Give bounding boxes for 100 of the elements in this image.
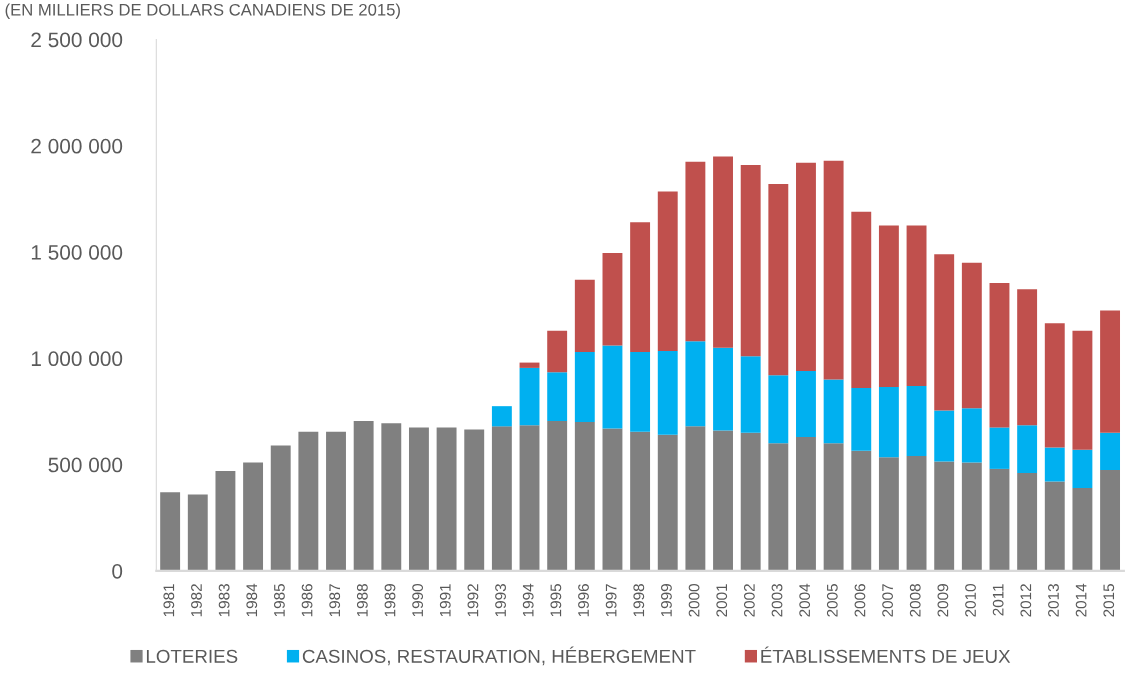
- x-tick-label: 2015: [1103, 584, 1115, 617]
- bar: [160, 492, 181, 571]
- bar: [519, 367, 540, 426]
- bar: [823, 379, 844, 444]
- bar: [961, 408, 982, 463]
- y-tick-label: 1 000 000: [31, 351, 123, 367]
- bar: [851, 450, 872, 571]
- bar: [547, 372, 568, 422]
- bar: [657, 434, 678, 571]
- bar: [574, 279, 595, 352]
- bar: [1017, 425, 1038, 474]
- x-tick-label: 1995: [550, 584, 562, 617]
- x-tick-label: 2013: [1048, 584, 1059, 617]
- bar: [1100, 469, 1121, 571]
- bar: [906, 456, 927, 571]
- bar: [961, 462, 982, 571]
- x-tick-label: 2007: [882, 584, 894, 617]
- x-tick-label: 1993: [495, 584, 506, 617]
- bar: [187, 494, 208, 571]
- x-tick-label: 2001: [716, 584, 728, 617]
- bar: [408, 427, 429, 571]
- y-tick-label: 0: [112, 563, 123, 579]
- bar: [768, 184, 789, 376]
- x-tick-label: 1991: [439, 584, 451, 617]
- y-tick-label: 1 500 000: [31, 245, 123, 260]
- y-tick-label: 2 500 000: [31, 32, 123, 48]
- bar: [685, 161, 706, 342]
- bar: [630, 222, 651, 352]
- bar: [1017, 289, 1038, 426]
- x-tick-label: 2012: [1020, 584, 1032, 617]
- bar: [934, 461, 955, 571]
- bar: [215, 470, 236, 571]
- bar: [906, 225, 927, 386]
- x-tick-label: 1992: [467, 584, 479, 617]
- bar: [934, 410, 955, 462]
- x-tick-label: 1994: [522, 583, 534, 617]
- bar: [1072, 330, 1093, 450]
- x-tick-label: 1982: [191, 584, 202, 617]
- bar: [630, 431, 651, 571]
- bar: [464, 429, 485, 571]
- x-tick-label: 1985: [274, 584, 285, 617]
- bar: [1100, 310, 1121, 433]
- bar: [1044, 323, 1065, 448]
- x-tick-label: 1999: [661, 584, 672, 617]
- x-tick-label: 1983: [218, 584, 230, 617]
- x-tick-label: 2008: [909, 584, 921, 617]
- x-tick-label: 2005: [826, 584, 838, 617]
- bar: [906, 385, 927, 457]
- bar: [602, 345, 623, 429]
- bar: [878, 457, 899, 571]
- bar: [796, 436, 816, 571]
- bar: [823, 443, 844, 571]
- y-tick-label: 2 000 000: [31, 138, 123, 154]
- legend-label: ÉTABLISSEMENTS DE JEUX: [761, 646, 1011, 663]
- bar: [685, 426, 706, 571]
- bar: [1044, 447, 1065, 482]
- bar: [989, 282, 1010, 428]
- bar: [574, 422, 595, 571]
- bar: [878, 225, 899, 388]
- x-tick-label: 1981: [163, 584, 175, 617]
- bar: [740, 356, 761, 433]
- bar: [519, 425, 540, 571]
- bar: [796, 371, 816, 437]
- bar: [353, 421, 374, 571]
- bar: [298, 431, 319, 571]
- y-tick-label: 500 000: [48, 457, 123, 473]
- x-tick-label: 1998: [633, 584, 645, 617]
- bar: [823, 160, 844, 380]
- bar: [574, 351, 595, 423]
- x-tick-label: 1990: [412, 583, 424, 617]
- chart-title: (EN MILLIERS DE DOLLARS CANADIENS DE 2015): [5, 3, 400, 19]
- bar: [713, 430, 733, 571]
- x-tick-label: 2009: [937, 584, 949, 617]
- x-tick-label: 1996: [578, 584, 589, 617]
- bar: [685, 341, 706, 427]
- x-tick-label: 2014: [1075, 583, 1087, 617]
- bar: [713, 347, 733, 431]
- bar: [436, 427, 457, 571]
- x-tick-label: 1986: [301, 584, 313, 617]
- bar: [602, 253, 623, 346]
- bar: [713, 156, 733, 348]
- bar: [491, 426, 512, 571]
- x-tick-label: 2003: [771, 584, 783, 617]
- x-tick-label: 2010: [965, 583, 976, 617]
- x-tick-label: 2006: [854, 584, 866, 617]
- x-tick-label: 2011: [992, 584, 1004, 616]
- bar: [1100, 432, 1121, 470]
- bar: [1044, 481, 1065, 571]
- bar: [796, 162, 816, 372]
- bar: [989, 427, 1010, 469]
- bar: [851, 388, 872, 451]
- x-tick-label: 2004: [799, 583, 811, 617]
- bar: [740, 432, 761, 571]
- bar: [768, 375, 789, 444]
- bar: [547, 330, 568, 373]
- bar: [547, 421, 568, 571]
- bar: [630, 351, 651, 432]
- bar: [657, 350, 678, 435]
- bar: [1017, 473, 1038, 571]
- bar: [491, 406, 512, 427]
